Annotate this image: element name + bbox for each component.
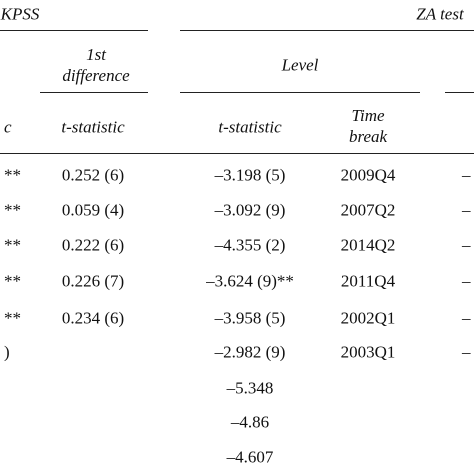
sub-header: Level	[281, 55, 319, 75]
column-header: t-statistic	[61, 117, 125, 137]
column-header: Time break	[348, 106, 388, 146]
table-cell: **	[4, 235, 21, 255]
table-cell: –	[462, 200, 471, 220]
table-cell: –2.982 (9)	[214, 342, 286, 362]
table-cell: **	[4, 271, 21, 291]
rule	[0, 30, 148, 31]
table-cell: 0.222 (6)	[61, 235, 125, 255]
table-cell: –	[462, 165, 471, 185]
table-cell: –4.607	[226, 447, 274, 467]
table-cell: **	[4, 165, 21, 185]
table-cell: –4.86	[230, 412, 270, 432]
sub-header: 1st difference	[62, 45, 130, 85]
rule	[40, 92, 148, 93]
table-cell: –3.624 (9)**	[206, 271, 294, 291]
group-header: KPSS	[0, 4, 40, 24]
table-cell: –	[462, 308, 471, 328]
rule	[0, 153, 474, 154]
table-cell: 2009Q4	[340, 165, 396, 185]
table-cell: –5.348	[226, 378, 274, 398]
table-cell: )	[4, 342, 10, 362]
table-cell: 2014Q2	[340, 235, 396, 255]
table-cell: 0.059 (4)	[61, 200, 125, 220]
table-cell: –3.198 (5)	[214, 165, 286, 185]
rule	[180, 30, 474, 31]
column-header: c	[4, 117, 12, 137]
table-cell: 2011Q4	[340, 271, 396, 291]
column-header: t-statistic	[218, 117, 282, 137]
table-cell: 0.252 (6)	[61, 165, 125, 185]
table-cell: –3.092 (9)	[214, 200, 286, 220]
table-cell: –3.958 (5)	[214, 308, 286, 328]
table-cell: –	[462, 342, 471, 362]
table-cell: 2007Q2	[340, 200, 396, 220]
rule	[180, 92, 420, 93]
table-cell: 0.226 (7)	[61, 271, 125, 291]
group-header: ZA test	[416, 4, 464, 24]
table-cell: –	[462, 271, 471, 291]
table-cell: **	[4, 200, 21, 220]
table-cell: –	[462, 235, 471, 255]
table-cell: 2003Q1	[340, 342, 396, 362]
rule	[445, 92, 474, 93]
table-cell: –4.355 (2)	[214, 235, 286, 255]
table-cell: **	[4, 308, 21, 328]
table-cell: 0.234 (6)	[61, 308, 125, 328]
table-cell: 2002Q1	[340, 308, 396, 328]
